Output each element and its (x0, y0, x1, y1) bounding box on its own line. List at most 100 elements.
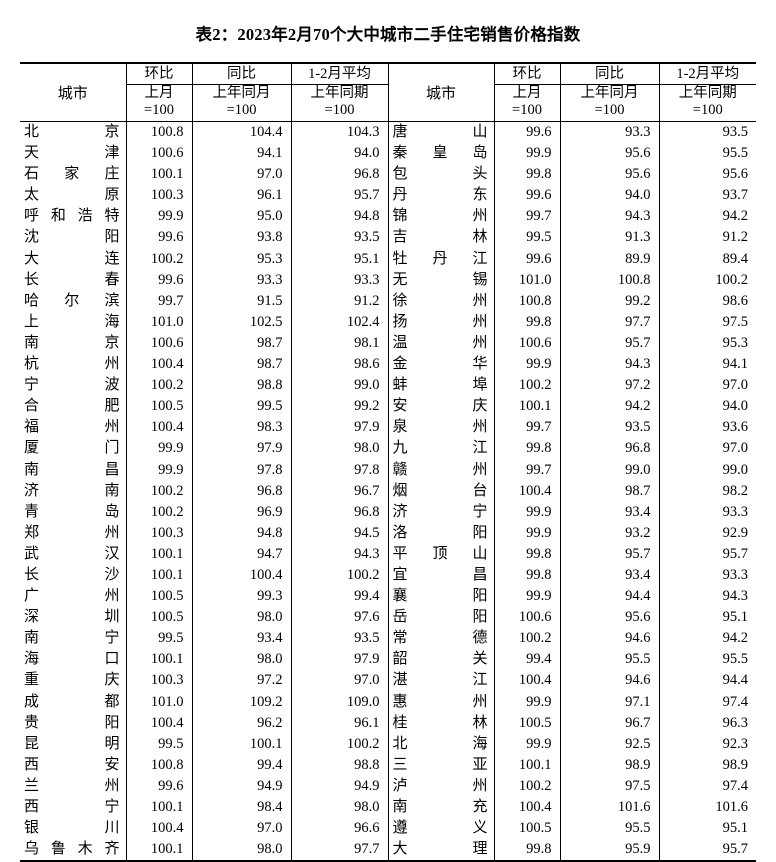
column-header-group-avg-left: 1-2月平均 (291, 62, 389, 85)
table-row: 沈阳 99.6 93.8 93.5 吉林 99.5 91.3 91.2 (20, 227, 756, 249)
city-name: 徐州 (392, 292, 488, 309)
cell-city-right: 扬州 (388, 311, 495, 333)
cell-city-right: 金华 (388, 354, 495, 376)
cell-avg-left: 93.5 (291, 628, 389, 650)
column-header-base-mom-left: 上月 =100 (126, 84, 193, 122)
cell-city-left: 福州 (20, 417, 127, 439)
cell-avg-left: 96.1 (291, 712, 389, 734)
table-row: 成都 101.0 109.2 109.0 惠州 99.9 97.1 97.4 (20, 691, 756, 713)
base-line-2: =100 (144, 102, 174, 118)
cell-mom-right: 99.7 (494, 206, 561, 228)
cell-yoy-right: 93.4 (560, 564, 660, 587)
cell-mom-right: 100.4 (494, 670, 561, 692)
cell-avg-left: 94.8 (291, 206, 389, 228)
cell-mom-left: 100.4 (126, 818, 193, 840)
cell-avg-right: 97.0 (722, 377, 748, 394)
cell-avg-left: 94.0 (291, 143, 389, 165)
cell-avg-left: 99.2 (291, 396, 389, 418)
cell-avg-left: 96.8 (291, 501, 389, 523)
cell-yoy-right: 99.2 (560, 290, 660, 312)
cell-yoy-left: 99.4 (192, 754, 292, 776)
cell-city-right: 惠州 (388, 691, 495, 713)
cell-city-left: 哈尔滨 (20, 290, 127, 312)
cell-mom-left: 100.1 (126, 543, 193, 565)
cell-yoy-left: 98.3 (192, 417, 292, 439)
cell-avg-left: 96.6 (291, 818, 389, 840)
cell-avg-right: 93.3 (722, 566, 748, 583)
cell-avg-left: 109.0 (291, 691, 389, 713)
table-row: 大连 100.2 95.3 95.1 牡丹江 99.6 89.9 89.4 (20, 248, 756, 270)
cell-yoy-left: 98.0 (192, 607, 292, 629)
cell-yoy-right: 94.3 (560, 206, 660, 228)
base-line-2: =100 (692, 102, 723, 118)
cell-avg-left: 98.0 (291, 797, 389, 819)
cell-avg-left: 98.1 (291, 332, 389, 355)
city-name: 杭州 (24, 356, 120, 373)
cell-yoy-left: 97.8 (192, 459, 292, 481)
cell-avg-right: 95.7 (722, 545, 748, 562)
cell-yoy-right: 93.2 (560, 522, 660, 544)
cell-mom-left: 100.1 (126, 839, 193, 862)
city-name: 深圳 (24, 609, 120, 626)
city-name: 沈阳 (24, 229, 120, 246)
cell-avg-right: 96.3 (722, 714, 748, 731)
cell-yoy-left: 100.1 (192, 733, 292, 755)
table-row: 上海 101.0 102.5 102.4 扬州 99.8 97.7 97.5 (20, 311, 756, 333)
table-row: 厦门 99.9 97.9 98.0 九江 99.8 96.8 97.0 (20, 438, 756, 460)
cell-city-left: 南京 (20, 332, 127, 355)
cell-yoy-left: 98.7 (192, 354, 292, 376)
cell-avg-right: 95.5 (722, 145, 748, 162)
cell-yoy-right: 97.5 (560, 775, 660, 797)
price-index-table: 城市 环比 同比 1-2月平均 城市 环比 同比 1-2月平均 上月 =100 … (20, 62, 756, 862)
cell-mom-right: 99.6 (494, 248, 561, 270)
cell-yoy-right: 101.6 (560, 797, 660, 819)
cell-city-left: 青岛 (20, 501, 127, 523)
base-line-2: =100 (324, 102, 355, 118)
city-name: 九江 (392, 440, 488, 457)
cell-mom-left: 100.2 (126, 501, 193, 523)
cell-mom-right: 99.6 (494, 121, 561, 144)
cell-city-left: 郑州 (20, 522, 127, 544)
cell-yoy-right: 93.4 (560, 501, 660, 523)
cell-city-right: 牡丹江 (388, 248, 495, 270)
cell-city-right: 三亚 (388, 754, 495, 776)
cell-city-right: 岳阳 (388, 607, 495, 629)
cell-mom-left: 100.5 (126, 586, 193, 608)
cell-avg-right: 95.7 (659, 839, 756, 862)
table-row: 济南 100.2 96.8 96.7 烟台 100.4 98.7 98.2 (20, 480, 756, 502)
cell-city-right: 唐山 (388, 121, 495, 144)
cell-yoy-left: 99.5 (192, 396, 292, 418)
cell-yoy-right: 98.9 (560, 754, 660, 776)
cell-avg-right: 95.1 (722, 609, 748, 626)
cell-avg-right: 101.6 (715, 799, 748, 815)
cell-avg-left: 91.2 (291, 290, 389, 312)
cell-city-left: 天津 (20, 143, 127, 165)
table-row: 昆明 99.5 100.1 100.2 北海 99.9 92.5 92.3 (20, 733, 756, 755)
cell-yoy-right: 93.3 (560, 121, 660, 144)
cell-city-right: 韶关 (388, 649, 495, 671)
city-name: 泉州 (392, 419, 488, 436)
cell-yoy-left: 95.3 (192, 248, 292, 270)
cell-yoy-left: 97.0 (192, 164, 292, 186)
cell-avg-right: 95.3 (722, 334, 748, 351)
cell-city-right: 秦皇岛 (388, 143, 495, 165)
cell-mom-right: 99.9 (494, 501, 561, 523)
table-row: 南昌 99.9 97.8 97.8 赣州 99.7 99.0 99.0 (20, 459, 756, 481)
city-name: 无锡 (392, 271, 488, 288)
city-name: 金华 (392, 356, 488, 373)
cell-mom-right: 99.7 (494, 459, 561, 481)
cell-mom-left: 100.3 (126, 670, 193, 692)
cell-city-right: 洛阳 (388, 522, 495, 544)
cell-avg-right: 97.4 (722, 693, 748, 710)
cell-city-left: 上海 (20, 311, 127, 333)
cell-avg-left: 97.0 (291, 670, 389, 692)
cell-city-left: 重庆 (20, 670, 127, 692)
cell-mom-right: 99.8 (494, 438, 561, 460)
cell-city-left: 大连 (20, 248, 127, 270)
cell-mom-left: 100.5 (126, 396, 193, 418)
city-name: 合肥 (24, 398, 120, 415)
city-name: 襄阳 (392, 588, 488, 605)
column-header-group-yoy-left: 同比 (192, 62, 292, 85)
cell-yoy-right: 99.0 (560, 459, 660, 481)
cell-yoy-right: 95.6 (560, 607, 660, 629)
